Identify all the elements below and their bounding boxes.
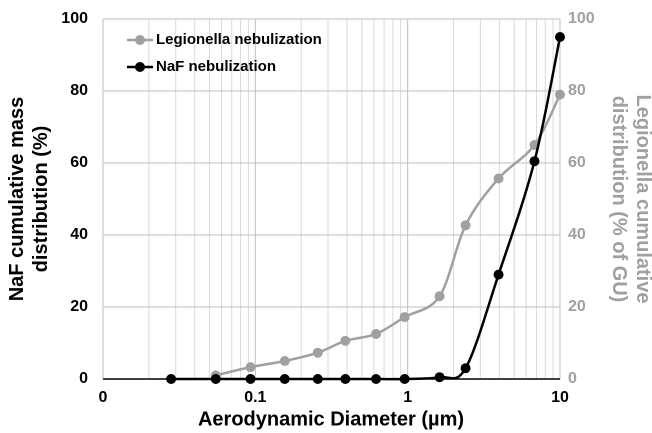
data-point [434,291,445,302]
data-point [460,220,471,231]
y-tick-label: 40 [70,226,88,243]
data-point [555,32,565,42]
data-point [166,374,177,384]
data-point [555,89,565,100]
data-point [340,335,351,346]
legend-marker [135,62,145,72]
y-axis-title: Legionella cumulativedistribution (% of … [608,95,652,304]
y2-tick-label: 60 [568,154,586,171]
y-axis-title-line: Legionella cumulative [632,95,652,304]
data-point [312,347,323,358]
data-point [245,362,256,373]
x-tick-label: 1 [403,389,412,406]
x-axis-title: Aerodynamic Diameter (µm) [198,408,464,430]
y-tick-label: 20 [70,298,88,315]
series-line [171,36,562,381]
data-point [493,173,504,184]
data-point [279,356,290,366]
data-point [493,269,504,280]
y-tick-label: 60 [70,154,88,171]
data-point [210,374,221,384]
x-tick-label: 0 [99,389,108,406]
y2-tick-label: 40 [568,226,586,243]
y-axis-title: NaF cumulative mass distribution (%) [6,97,52,302]
data-point [312,374,323,384]
data-point [529,156,540,167]
x-tick-label: 10 [551,389,569,406]
y2-tick-label: 0 [568,370,577,387]
data-point [399,374,410,384]
y-axis-title-line: distribution (%) [30,126,52,273]
x-tick-label: 0.1 [244,389,266,406]
y2-tick-label: 80 [568,82,586,99]
legend-label: Legionella nebulization [156,31,322,48]
data-point [434,372,445,383]
legend-marker [135,35,145,45]
y-axis-title-line: distribution (% of GU) [608,96,630,303]
y2-tick-label: 20 [568,298,586,315]
y-tick-label: 100 [61,10,88,27]
y-tick-label: 0 [79,370,88,387]
data-point [460,363,471,374]
data-point [340,374,351,384]
legend-label: NaF nebulization [156,58,276,75]
y-tick-label: 80 [70,82,88,99]
data-point [245,374,256,384]
data-point [399,312,410,323]
y-axis-title-line: NaF cumulative mass [6,97,28,302]
y2-tick-label: 100 [568,10,595,27]
data-point [371,329,382,339]
data-point [371,374,382,384]
data-point [279,374,290,384]
